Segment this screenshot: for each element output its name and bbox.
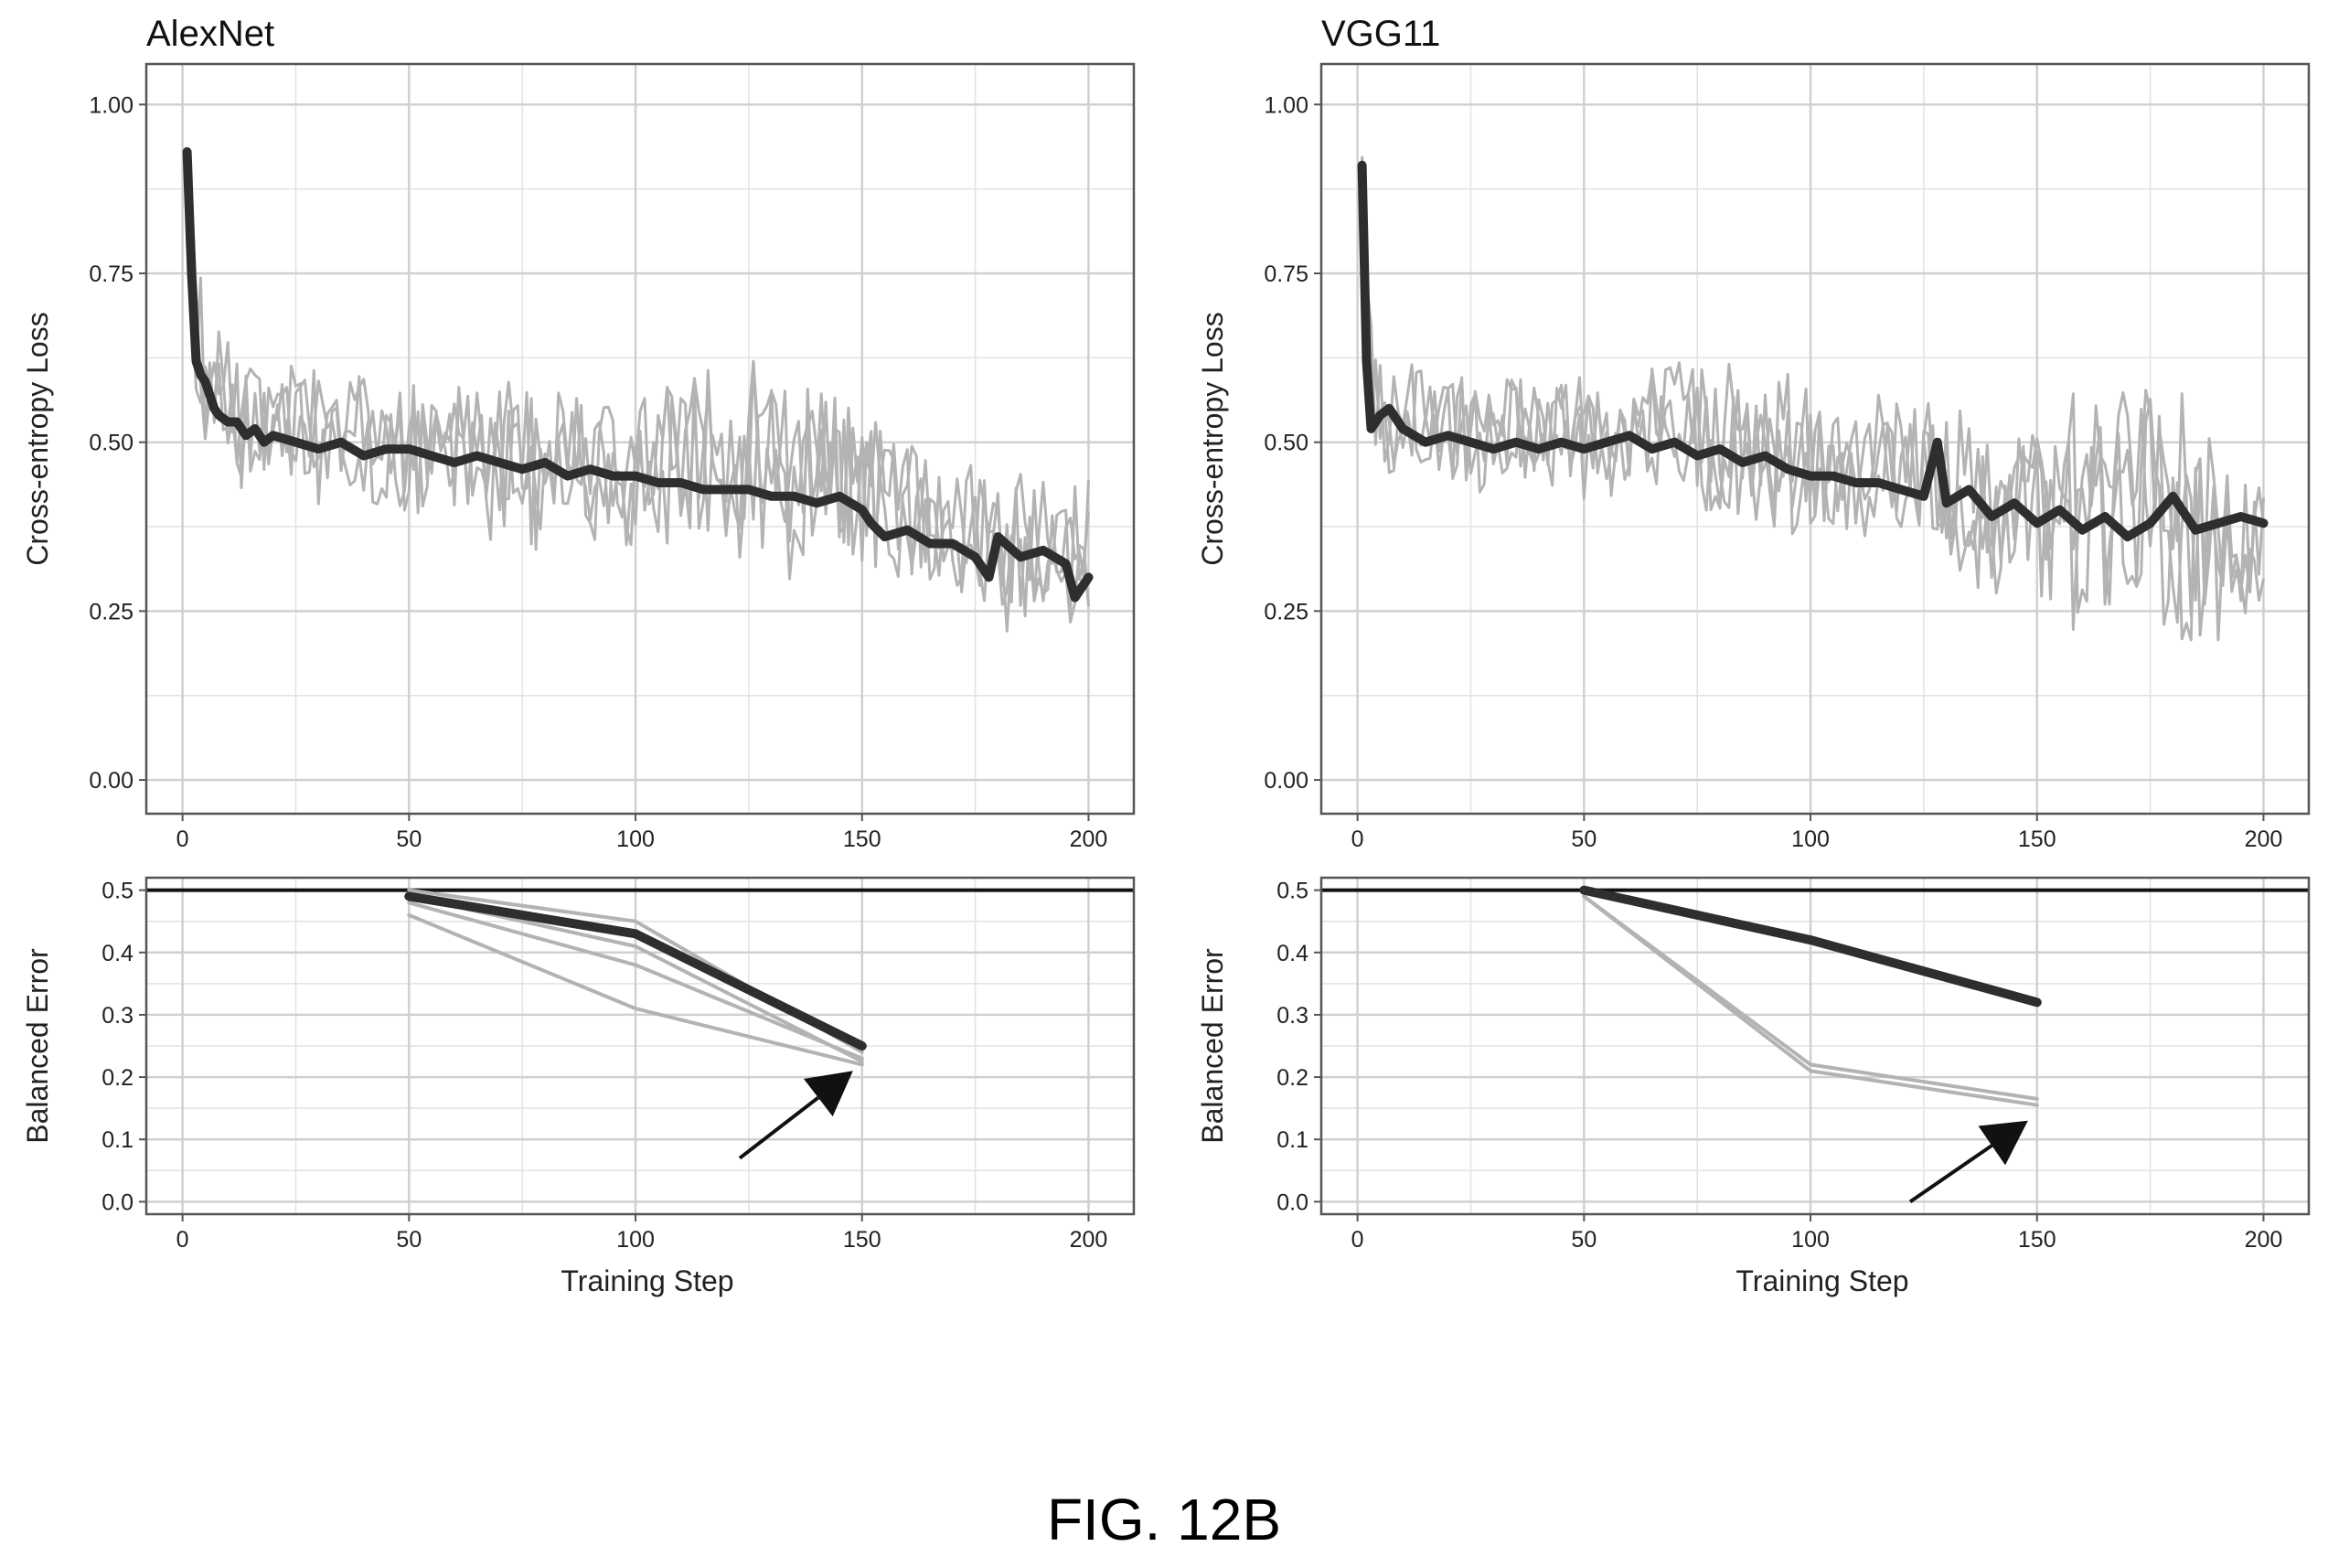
run-line [407, 901, 864, 1061]
mean-line [1579, 885, 2042, 1008]
plot-area [1321, 885, 2309, 1107]
chart-title: VGG11 [1321, 14, 1440, 54]
x-tick-label: 0 [176, 1227, 189, 1253]
x-axis-label: Training Step [561, 1264, 733, 1297]
x-tick-label: 150 [843, 1227, 881, 1253]
annotation-arrow-head [803, 1071, 853, 1117]
x-tick-label: 100 [1791, 1227, 1830, 1253]
plot-area [1357, 155, 2269, 642]
run-line [1582, 894, 2039, 1101]
mean-line [404, 891, 867, 1051]
x-tick-label: 200 [1070, 827, 1108, 852]
y-axis-label: Cross-entropy Loss [21, 312, 54, 565]
vgg11-error-panel: 0 50 100 150 200 0.0 0.1 0.2 0.3 0.4 0.5 Balanced E… [1196, 876, 2311, 1297]
x-tick-label: 150 [2018, 827, 2056, 852]
x-tick-label: 100 [1791, 827, 1830, 852]
y-tick-label: 1.00 [1264, 92, 1308, 118]
x-tick-label: 100 [616, 1227, 655, 1253]
annotation-arrow-head [1978, 1120, 2028, 1166]
y-tick-label: 0.0 [1276, 1189, 1308, 1215]
plot-frame [144, 876, 1136, 1216]
mean-line [1357, 160, 2269, 542]
x-tick-label: 150 [2018, 1227, 2056, 1253]
x-tick-label: 200 [2245, 827, 2283, 852]
x-tick-label: 150 [843, 827, 881, 852]
mean-line [182, 147, 1094, 603]
y-tick-label: 0.3 [101, 1003, 133, 1029]
y-tick-label: 0.25 [89, 599, 133, 624]
y-tick-label: 0.2 [101, 1065, 133, 1091]
x-tick-label: 200 [1070, 1227, 1108, 1253]
x-tick-label: 0 [176, 827, 189, 852]
alexnet-loss-panel: 0 50 100 150 200 0.00 0.25 0.50 0.75 1.00 Cross-en… [21, 14, 1136, 852]
x-tick-label: 0 [1351, 827, 1364, 852]
y-tick-label: 1.00 [89, 92, 133, 118]
y-tick-label: 0.4 [101, 941, 133, 966]
y-tick-label: 0.4 [1276, 941, 1308, 966]
y-tick-label: 0.75 [89, 261, 133, 287]
x-axis-label: Training Step [1735, 1264, 1908, 1297]
y-axis-label: Balanced Error [21, 948, 54, 1144]
run-line [407, 912, 864, 1067]
y-tick-label: 0.3 [1276, 1003, 1308, 1029]
alexnet-error-panel: 0 50 100 150 200 0.0 0.1 0.2 0.3 0.4 0.5 Balanced E… [21, 876, 1136, 1297]
plot-area [146, 888, 1134, 1067]
plot-frame [144, 62, 1136, 816]
y-tick-label: 0.5 [101, 879, 133, 904]
plot-frame [1319, 62, 2311, 816]
run-trace-line [1361, 155, 2265, 642]
x-tick-label: 200 [2245, 1227, 2283, 1253]
plot-frame [1319, 876, 2311, 1216]
y-tick-label: 0.75 [1264, 261, 1308, 287]
plot-area [182, 147, 1094, 633]
y-tick-label: 0.25 [1264, 599, 1308, 624]
x-tick-label: 50 [1571, 827, 1596, 852]
x-tick-label: 50 [396, 1227, 422, 1253]
y-tick-label: 0.5 [1276, 879, 1308, 904]
figure-caption: FIG. 12B [1046, 1487, 1282, 1552]
y-tick-label: 0.50 [1264, 431, 1308, 456]
y-tick-label: 0.0 [101, 1189, 133, 1215]
y-tick-label: 0.50 [89, 431, 133, 456]
chart-title: AlexNet [146, 14, 274, 54]
annotation-arrow-shaft [738, 1095, 820, 1160]
x-tick-label: 0 [1351, 1227, 1364, 1253]
vgg11-loss-panel: 0 50 100 150 200 0.00 0.25 0.50 0.75 1.00 Cross-en… [1196, 14, 2311, 852]
y-tick-label: 0.1 [101, 1127, 133, 1153]
x-tick-label: 50 [396, 827, 422, 852]
y-tick-label: 0.00 [89, 768, 133, 794]
y-tick-label: 0.2 [1276, 1065, 1308, 1091]
y-tick-label: 0.1 [1276, 1127, 1308, 1153]
y-axis-label: Cross-entropy Loss [1196, 312, 1229, 565]
annotation-arrow-shaft [1908, 1144, 1993, 1204]
y-axis-label: Balanced Error [1196, 948, 1229, 1144]
x-tick-label: 100 [616, 827, 655, 852]
x-tick-label: 50 [1571, 1227, 1596, 1253]
y-tick-label: 0.00 [1264, 768, 1308, 794]
